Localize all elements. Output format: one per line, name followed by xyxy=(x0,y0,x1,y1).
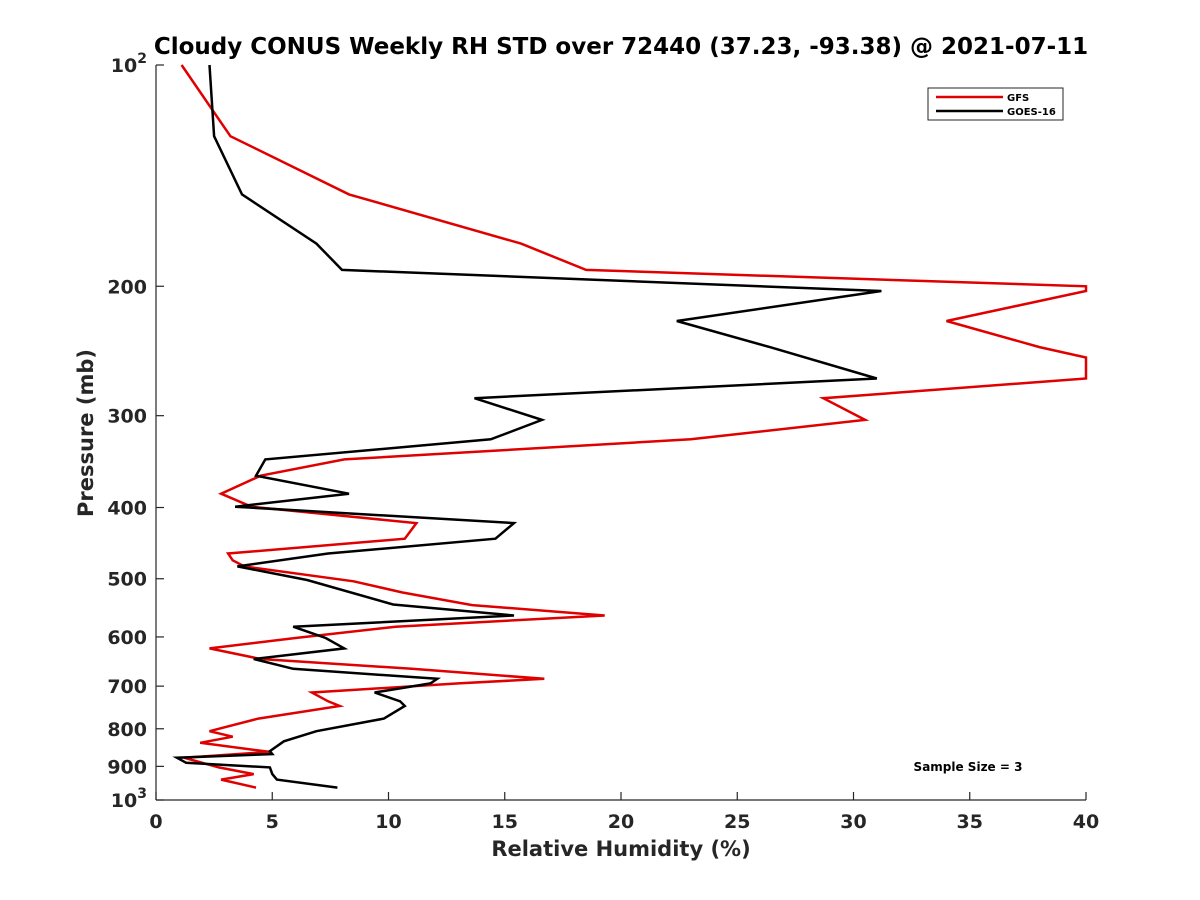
x-ticks: 0 5 10 15 20 25 30 35 40 xyxy=(149,792,1099,833)
y-tick-label: 300 xyxy=(107,406,147,428)
x-tick-label: 0 xyxy=(149,811,162,833)
y-axis-label: Pressure (mb) xyxy=(74,349,98,517)
x-tick-label: 5 xyxy=(266,811,279,833)
y-tick-label: 600 xyxy=(107,627,147,649)
y-tick-label: 900 xyxy=(107,756,147,778)
y-tick-label: 800 xyxy=(107,719,147,741)
x-tick-label: 10 xyxy=(375,811,401,833)
series-layer xyxy=(172,64,1088,789)
y-tick-label: 500 xyxy=(107,569,147,591)
y-tick-label: 400 xyxy=(107,498,147,520)
x-tick-label: 30 xyxy=(840,811,866,833)
x-tick-label: 35 xyxy=(957,811,983,833)
y-tick-label: 700 xyxy=(107,676,147,698)
x-tick-label: 25 xyxy=(724,811,750,833)
series-line-goes16 xyxy=(172,64,882,789)
legend: GFS GOES-16 xyxy=(927,87,1064,121)
y-tick-label: 200 xyxy=(107,276,147,298)
sample-size-annotation: Sample Size = 3 xyxy=(914,760,1023,774)
legend-label-goes16: GOES-16 xyxy=(1007,107,1056,118)
y-tick-label: 102 xyxy=(111,51,147,77)
y-ticks: 102 200 300 400 500 600 700 800 900 103 xyxy=(107,51,164,812)
x-tick-label: 20 xyxy=(608,811,634,833)
x-tick-label: 15 xyxy=(492,811,518,833)
y-tick-label: 103 xyxy=(111,786,147,812)
legend-label-gfs: GFS xyxy=(1007,93,1029,104)
x-tick-label: 40 xyxy=(1073,811,1099,833)
series-line-gfs xyxy=(180,64,1088,789)
chart-title: Cloudy CONUS Weekly RH STD over 72440 (3… xyxy=(154,34,1088,60)
x-axis-label: Relative Humidity (%) xyxy=(491,837,750,861)
plot-area: 0 5 10 15 20 25 30 35 40 102 200 300 400 500 600 700 80… xyxy=(107,51,1099,833)
legend-box xyxy=(927,87,1064,121)
